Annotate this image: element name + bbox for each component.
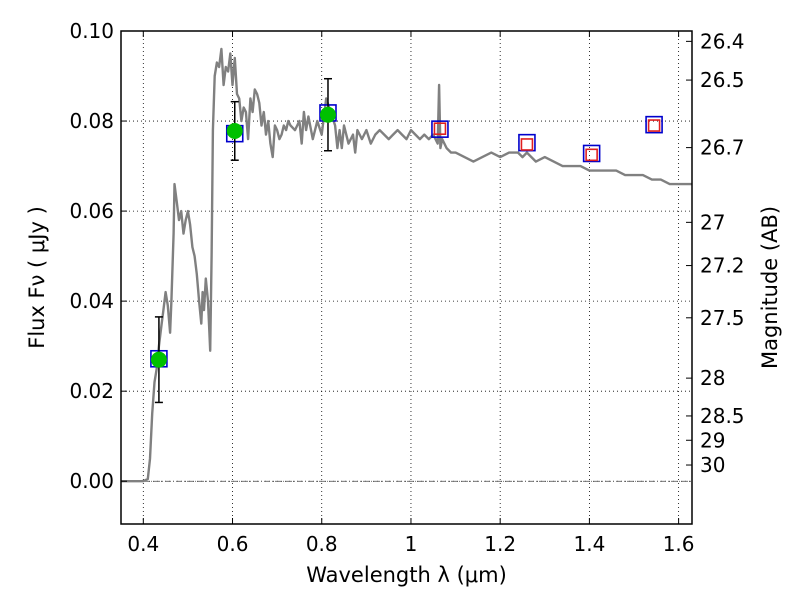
mag-tick-label: 27: [700, 210, 725, 234]
x-tick-label: 1.6: [663, 532, 695, 556]
x-axis-label: Wavelength λ (μm): [306, 563, 507, 587]
mag-tick-label: 28: [700, 366, 725, 390]
model-square-red: [585, 148, 598, 162]
ticks: 0.4 0.6 0.8 1 1.2 1.4 1.6 0.00 0.02 0.04 0.06 0.08 0…: [69, 19, 744, 556]
observed-point: [226, 122, 243, 139]
y-tick-label: 0.10: [69, 19, 114, 43]
y2-axis-label: Magnitude (AB): [758, 206, 782, 369]
series-layer: [121, 47, 692, 483]
y-tick-label: 0.00: [69, 469, 114, 493]
x-tick-label: 0.4: [127, 532, 159, 556]
x-tick-label: 0.8: [306, 532, 338, 556]
model-square-blue: [645, 115, 663, 134]
mag-tick-label: 26.7: [700, 136, 745, 160]
mag-tick-label: 29: [700, 428, 725, 452]
sed-line: [121, 47, 692, 483]
mag-tick-label: 27.2: [700, 254, 745, 278]
x-tick-label: 0.6: [217, 532, 249, 556]
y-tick-label: 0.04: [69, 289, 114, 313]
mag-tick-label: 26.5: [700, 68, 745, 92]
model-square-red: [647, 119, 661, 132]
model-square-blue: [431, 120, 449, 138]
model-square-blue: [582, 144, 601, 163]
model-square-red: [433, 122, 447, 135]
plot-frame: [120, 30, 693, 525]
model-square-red: [520, 138, 534, 151]
mag-tick-label: 28.5: [700, 404, 745, 428]
y-axis-label: Flux Fν ( μJy ): [25, 206, 49, 349]
y-tick-label: 0.02: [69, 379, 114, 403]
mag-tick-label: 26.4: [700, 29, 745, 53]
observed-point: [150, 351, 167, 368]
mag-tick-label: 30: [700, 453, 725, 477]
x-tick-label: 1: [405, 532, 418, 556]
x-tick-label: 1.2: [484, 532, 516, 556]
x-tick-label: 1.4: [573, 532, 605, 556]
y-tick-label: 0.08: [69, 109, 114, 133]
mag-tick-label: 27.5: [700, 306, 745, 330]
y-tick-label: 0.06: [69, 199, 114, 223]
observed-point: [319, 106, 336, 123]
